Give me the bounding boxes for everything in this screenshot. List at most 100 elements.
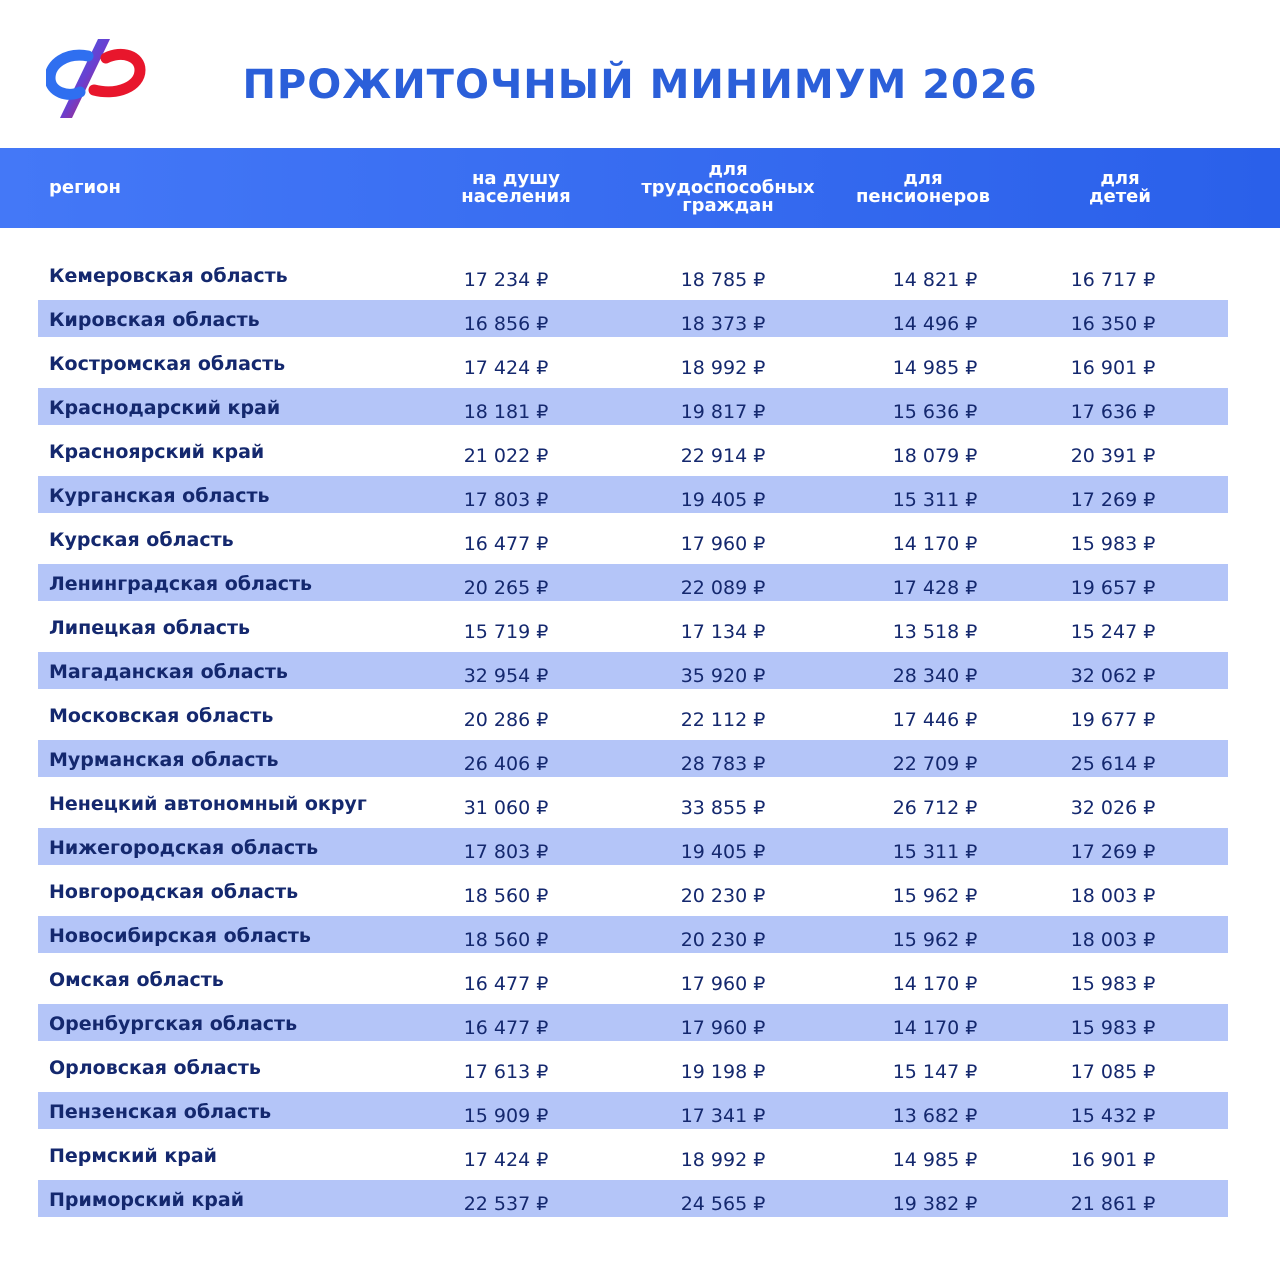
region-name: Липецкая область [49, 617, 251, 639]
value-working: 19 198 ₽ [680, 1061, 766, 1083]
table-row: Краснодарский край 18 181 ₽ 19 817 ₽ 15 636… [38, 388, 1228, 432]
value-per-capita: 20 265 ₽ [463, 577, 549, 599]
value-working: 18 785 ₽ [680, 269, 766, 291]
value-per-capita: 22 537 ₽ [463, 1193, 549, 1215]
table-header: регион на душу населения для трудоспособ… [0, 148, 1280, 228]
region-name: Орловская область [49, 1057, 261, 1079]
value-per-capita: 16 856 ₽ [463, 313, 549, 335]
value-children: 18 003 ₽ [1070, 929, 1156, 951]
value-per-capita: 16 477 ₽ [463, 973, 549, 995]
value-children: 20 391 ₽ [1070, 445, 1156, 467]
region-name: Курганская область [49, 485, 270, 507]
table-row: Орловская область 17 613 ₽ 19 198 ₽ 15 147 … [38, 1048, 1228, 1092]
value-pensioners: 13 518 ₽ [892, 621, 978, 643]
row-band [38, 1004, 1228, 1041]
value-pensioners: 14 821 ₽ [892, 269, 978, 291]
table-row: Костромская область 17 424 ₽ 18 992 ₽ 14 98… [38, 344, 1228, 388]
page-title: ПРОЖИТОЧНЫЙ МИНИМУМ 2026 [242, 62, 1038, 108]
value-children: 18 003 ₽ [1070, 885, 1156, 907]
value-pensioners: 19 382 ₽ [892, 1193, 978, 1215]
value-children: 19 657 ₽ [1070, 577, 1156, 599]
value-pensioners: 15 311 ₽ [892, 489, 978, 511]
value-per-capita: 17 424 ₽ [463, 357, 549, 379]
value-per-capita: 17 803 ₽ [463, 489, 549, 511]
row-band [38, 388, 1228, 425]
value-per-capita: 17 803 ₽ [463, 841, 549, 863]
value-pensioners: 17 446 ₽ [892, 709, 978, 731]
value-per-capita: 26 406 ₽ [463, 753, 549, 775]
column-header-per-capita: на душу населения [461, 168, 571, 207]
value-pensioners: 13 682 ₽ [892, 1105, 978, 1127]
table-row: Омская область 16 477 ₽ 17 960 ₽ 14 170 ₽ 15… [38, 960, 1228, 1004]
value-pensioners: 14 170 ₽ [892, 973, 978, 995]
value-per-capita: 31 060 ₽ [463, 797, 549, 819]
value-working: 28 783 ₽ [680, 753, 766, 775]
value-children: 17 269 ₽ [1070, 489, 1156, 511]
region-name: Пензенская область [49, 1101, 272, 1123]
value-pensioners: 14 985 ₽ [892, 357, 978, 379]
value-per-capita: 20 286 ₽ [463, 709, 549, 731]
value-working: 18 992 ₽ [680, 357, 766, 379]
value-per-capita: 17 613 ₽ [463, 1061, 549, 1083]
table-row: Липецкая область 15 719 ₽ 17 134 ₽ 13 518 ₽… [38, 608, 1228, 652]
value-per-capita: 16 477 ₽ [463, 1017, 549, 1039]
value-working: 22 112 ₽ [680, 709, 766, 731]
region-name: Московская область [49, 705, 274, 727]
table-row: Курская область 16 477 ₽ 17 960 ₽ 14 170 ₽ 1… [38, 520, 1228, 564]
value-per-capita: 17 234 ₽ [463, 269, 549, 291]
region-name: Магаданская область [49, 661, 288, 683]
sfr-logo [44, 36, 146, 122]
value-working: 17 341 ₽ [680, 1105, 766, 1127]
value-pensioners: 28 340 ₽ [892, 665, 978, 687]
value-per-capita: 15 909 ₽ [463, 1105, 549, 1127]
column-header-region: регион [49, 177, 121, 198]
value-working: 19 405 ₽ [680, 489, 766, 511]
table-row: Пермский край 17 424 ₽ 18 992 ₽ 14 985 ₽ 16 … [38, 1136, 1228, 1180]
row-band [38, 652, 1228, 689]
value-children: 15 432 ₽ [1070, 1105, 1156, 1127]
table-row: Приморский край 22 537 ₽ 24 565 ₽ 19 382 ₽ 2… [38, 1180, 1228, 1224]
table-row: Мурманская область 26 406 ₽ 28 783 ₽ 22 709… [38, 740, 1228, 784]
value-working: 22 914 ₽ [680, 445, 766, 467]
value-working: 17 960 ₽ [680, 973, 766, 995]
value-children: 17 085 ₽ [1070, 1061, 1156, 1083]
value-per-capita: 32 954 ₽ [463, 665, 549, 687]
column-header-children: для детей [1089, 168, 1151, 207]
value-per-capita: 21 022 ₽ [463, 445, 549, 467]
region-name: Ленинградская область [49, 573, 313, 595]
table-row: Красноярский край 21 022 ₽ 22 914 ₽ 18 079 … [38, 432, 1228, 476]
region-name: Омская область [49, 969, 224, 991]
region-name: Кемеровская область [49, 265, 288, 287]
value-pensioners: 14 985 ₽ [892, 1149, 978, 1171]
table-row: Кировская область 16 856 ₽ 18 373 ₽ 14 496 … [38, 300, 1228, 344]
value-children: 15 983 ₽ [1070, 973, 1156, 995]
region-name: Кировская область [49, 309, 260, 331]
value-children: 17 269 ₽ [1070, 841, 1156, 863]
region-name: Костромская область [49, 353, 286, 375]
region-name: Новгородская область [49, 881, 299, 903]
value-children: 32 026 ₽ [1070, 797, 1156, 819]
value-children: 21 861 ₽ [1070, 1193, 1156, 1215]
value-working: 24 565 ₽ [680, 1193, 766, 1215]
row-band [38, 300, 1228, 337]
table-row: Ненецкий автономный округ 31 060 ₽ 33 855 … [38, 784, 1228, 828]
value-pensioners: 26 712 ₽ [892, 797, 978, 819]
value-per-capita: 18 181 ₽ [463, 401, 549, 423]
value-children: 16 901 ₽ [1070, 1149, 1156, 1171]
value-pensioners: 15 147 ₽ [892, 1061, 978, 1083]
table-row: Московская область 20 286 ₽ 22 112 ₽ 17 446… [38, 696, 1228, 740]
row-band [38, 1092, 1228, 1129]
value-pensioners: 18 079 ₽ [892, 445, 978, 467]
value-pensioners: 15 311 ₽ [892, 841, 978, 863]
row-band [38, 828, 1228, 865]
value-pensioners: 14 170 ₽ [892, 1017, 978, 1039]
column-header-working: для трудоспособных граждан [641, 159, 815, 216]
table-row: Ленинградская область 20 265 ₽ 22 089 ₽ 17 … [38, 564, 1228, 608]
value-working: 17 960 ₽ [680, 1017, 766, 1039]
value-pensioners: 15 962 ₽ [892, 885, 978, 907]
row-band [38, 740, 1228, 777]
region-name: Пермский край [49, 1145, 217, 1167]
value-pensioners: 15 636 ₽ [892, 401, 978, 423]
value-pensioners: 22 709 ₽ [892, 753, 978, 775]
row-band [38, 564, 1228, 601]
